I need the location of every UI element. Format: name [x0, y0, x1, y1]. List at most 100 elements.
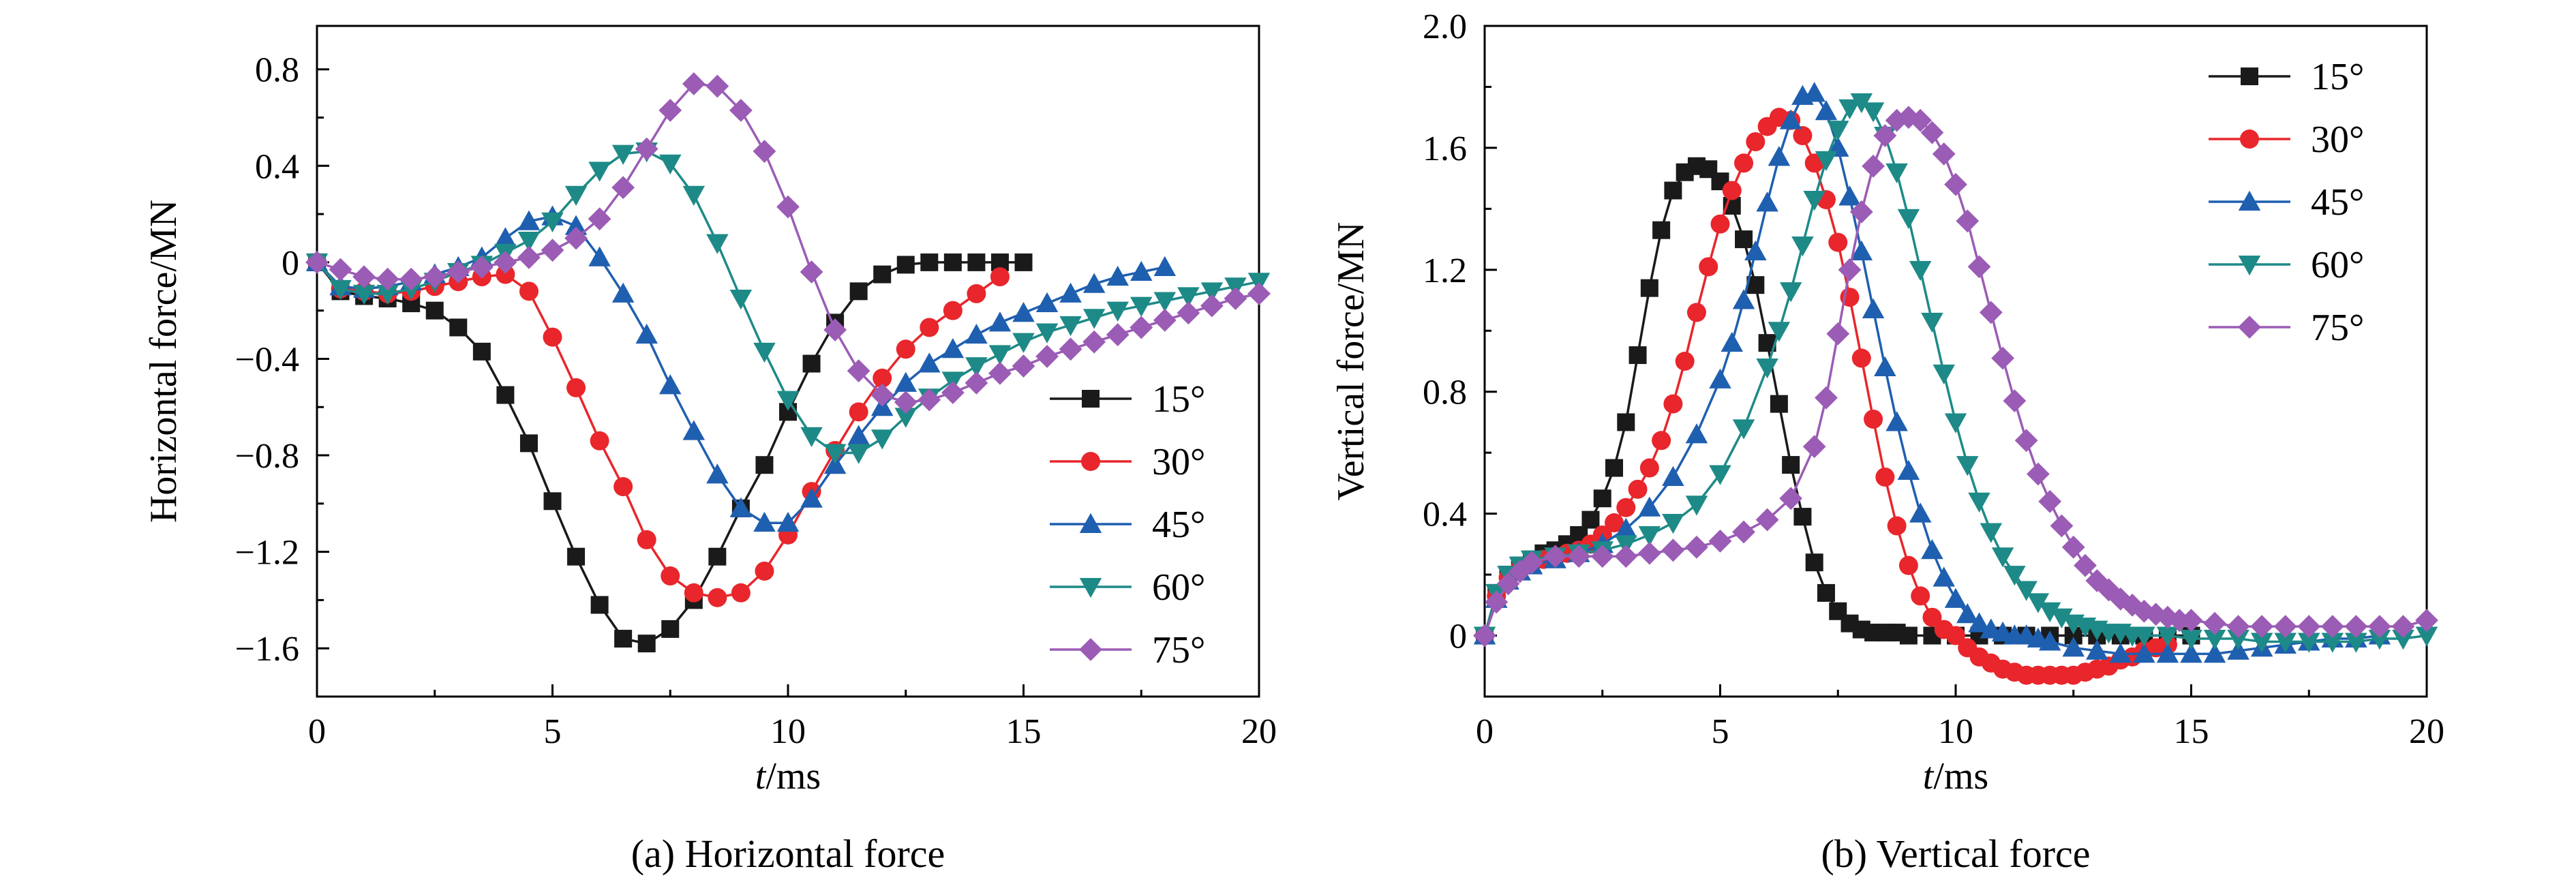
data-point — [1106, 301, 1129, 322]
data-point — [1873, 124, 1897, 147]
data-point — [517, 210, 541, 230]
data-point — [729, 98, 753, 122]
legend-entry-60-deg: 60° — [1050, 566, 1205, 609]
data-point — [2038, 602, 2061, 623]
data-point — [614, 630, 633, 648]
data-point — [2180, 643, 2202, 663]
data-point — [1685, 535, 1708, 559]
data-point — [1967, 255, 1991, 279]
y-tick-label: 0.4 — [1423, 496, 1467, 534]
data-point — [1130, 316, 1153, 339]
data-point — [920, 253, 939, 271]
y-tick-label: −1.2 — [235, 534, 299, 573]
data-point — [918, 352, 941, 373]
data-point — [2062, 637, 2085, 657]
data-point — [2156, 605, 2179, 629]
data-point — [564, 226, 588, 250]
data-point — [661, 620, 680, 638]
data-point — [1721, 331, 1744, 352]
data-point — [590, 431, 609, 451]
legend-label: 30° — [2311, 119, 2364, 161]
legend-label: 30° — [1152, 441, 1205, 483]
data-point — [2027, 593, 2050, 613]
data-point — [1909, 502, 1932, 523]
data-point — [1508, 560, 1532, 583]
data-point — [1106, 323, 1130, 346]
y-tick-label: −1.6 — [235, 630, 299, 669]
data-point — [2179, 609, 2203, 632]
y-axis-title: Vertical force/MN — [1330, 222, 1372, 501]
data-point — [1177, 287, 1200, 307]
data-point — [1793, 126, 1813, 146]
data-point — [1685, 496, 1708, 516]
series-15-deg — [1476, 157, 2200, 645]
legend-entry-45-deg: 45° — [1050, 504, 1205, 546]
data-point — [1581, 510, 1600, 529]
data-point — [849, 282, 868, 301]
data-point — [517, 232, 541, 252]
data-point — [1615, 517, 1637, 538]
data-point — [1782, 456, 1800, 474]
data-point — [611, 282, 635, 303]
data-point — [1590, 545, 1614, 568]
data-point — [2250, 615, 2274, 639]
data-point — [1732, 520, 1755, 544]
series-75-deg — [1473, 106, 2438, 647]
data-point — [988, 311, 1012, 332]
data-point — [1652, 431, 1671, 451]
data-point — [943, 301, 963, 320]
data-point — [1012, 301, 1035, 322]
data-point — [1638, 525, 1661, 547]
data-point — [564, 215, 588, 235]
data-point — [2321, 632, 2344, 653]
data-point — [1153, 256, 1177, 276]
data-point — [1838, 99, 1861, 120]
data-point — [1922, 607, 1942, 627]
data-point — [637, 635, 656, 653]
data-point — [1732, 419, 1755, 440]
legend-marker — [2238, 190, 2261, 211]
data-point — [1593, 489, 1611, 508]
data-point — [753, 140, 776, 163]
data-point — [1885, 411, 1908, 431]
data-point — [1946, 626, 1965, 645]
data-point — [1224, 287, 1247, 310]
data-point — [847, 444, 870, 464]
data-point — [541, 239, 564, 262]
series-45-deg — [1473, 82, 2391, 663]
data-point — [2027, 462, 2050, 486]
data-point — [352, 265, 376, 289]
data-point — [1791, 237, 1814, 257]
data-point — [449, 318, 468, 337]
panel-caption: (b) Vertical force — [1821, 832, 2090, 876]
data-point — [1899, 626, 1918, 645]
data-point — [637, 530, 656, 549]
data-point — [472, 342, 491, 361]
x-tick-label: 5 — [544, 712, 562, 751]
data-point — [870, 383, 894, 407]
data-point — [1887, 516, 1907, 536]
data-point — [802, 354, 821, 373]
data-point — [2074, 553, 2097, 577]
data-point — [564, 185, 588, 207]
data-point — [1130, 260, 1153, 281]
data-point — [2015, 581, 2037, 601]
x-tick-label: 20 — [1241, 712, 1277, 751]
data-point — [1628, 479, 1648, 499]
data-point — [1664, 181, 1682, 200]
data-point — [1035, 292, 1059, 313]
data-point — [1153, 292, 1177, 312]
legend-entry-60-deg: 60° — [2209, 244, 2364, 286]
data-point — [1661, 538, 1685, 562]
x-tick-label: 0 — [1476, 712, 1494, 751]
data-point — [2392, 630, 2414, 650]
data-point — [541, 212, 564, 232]
data-point — [2086, 639, 2108, 660]
data-point — [1496, 572, 1520, 596]
data-point — [894, 371, 917, 392]
data-point — [1815, 151, 1838, 172]
data-point — [2391, 615, 2415, 639]
data-point — [519, 434, 538, 453]
y-tick-label: 1.6 — [1423, 129, 1467, 168]
data-point — [965, 357, 988, 378]
